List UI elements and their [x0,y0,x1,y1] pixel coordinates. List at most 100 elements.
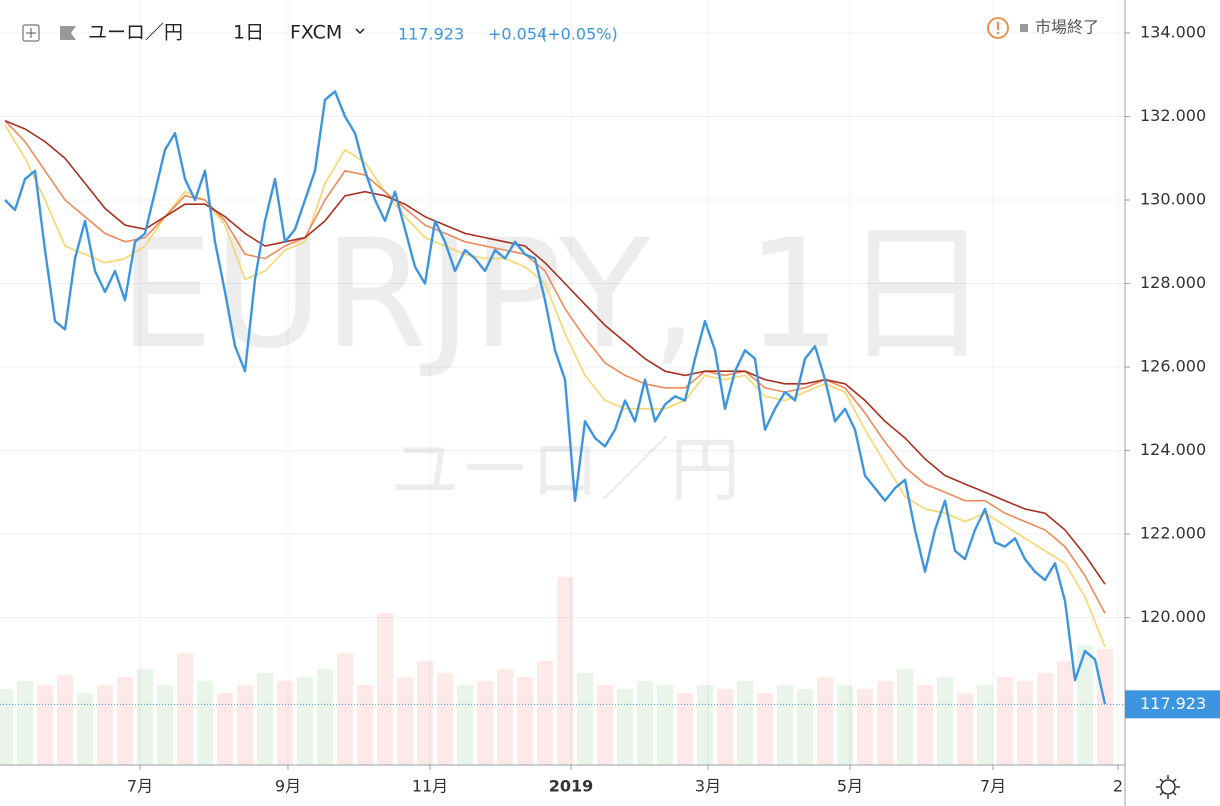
volume-bar [257,673,273,765]
volume-bar [697,685,713,765]
expand-icon[interactable] [22,24,40,42]
last-price-label: 117.923 [1140,694,1206,713]
x-tick-label: 5月 [837,777,863,796]
volume-bar [37,685,53,765]
volume-bar [837,685,853,765]
price-line [4,90,1107,705]
status-dot [1020,24,1028,32]
volume-bar [1097,649,1113,765]
x-tick-label: 9月 [275,777,301,796]
x-tick-label: 3月 [695,777,721,796]
volume-bar [737,681,753,765]
volume-bar [657,685,673,765]
symbol[interactable]: ユーロ／円 [88,22,183,44]
volume-bar [557,577,573,765]
volume-bar [17,681,33,765]
y-tick-label: 124.000 [1140,440,1206,459]
volume-bar [1017,681,1033,765]
volume-bar [137,669,153,765]
volume-bar [277,681,293,765]
settings-icon-rays [1156,775,1180,799]
volume-bar [1057,661,1073,765]
x-tick-label: 11月 [412,777,448,796]
interval[interactable]: 1日 [233,22,264,44]
y-tick-label: 126.000 [1140,357,1206,376]
volume-bar [417,661,433,765]
volume-bar [617,689,633,765]
volume-bar [1077,645,1093,765]
volume-bar [477,681,493,765]
watermark: EURJPY, 1日 [119,208,992,382]
volume-bar [897,669,913,765]
y-tick-label: 128.000 [1140,273,1206,292]
volume-bar [337,653,353,765]
x-tick-label: 7月 [980,777,1006,796]
grid [0,0,1125,765]
volume-bar [817,677,833,765]
watermark-symbol: ユーロ／円 [390,429,740,511]
volume-bar [917,685,933,765]
last-price-tag [1125,690,1220,719]
volume-bar [317,669,333,765]
expand-icon-glyph [26,28,36,38]
volume-bar [997,677,1013,765]
volume-bar [0,689,13,765]
x-tick-label: 7月 [127,777,153,796]
flag-icon [60,26,76,40]
change: +0.054 [488,25,547,44]
y-tick-label: 120.000 [1140,607,1206,626]
x-tick-label: 2 [1113,777,1123,796]
volume-bar [537,661,553,765]
volume-bar [297,677,313,765]
volume-bar [957,693,973,765]
volume-bar [637,681,653,765]
volume-bar [397,677,413,765]
volume-bar [217,693,233,765]
volume-bar [717,689,733,765]
volume-bar [937,677,953,765]
y-tick-label: 130.000 [1140,190,1206,209]
change-pct: (+0.05%) [541,25,618,44]
volume-bar [197,681,213,765]
volume-bar [117,677,133,765]
volume-bar [177,653,193,765]
volume-bar [77,693,93,765]
y-tick-label: 132.000 [1140,106,1206,125]
x-tick-label: 2019 [549,777,594,796]
y-tick-label: 134.000 [1140,22,1206,41]
moving-average [4,120,1106,614]
plot [0,90,1125,705]
volume-bar [977,685,993,765]
last-price: 117.923 [398,25,464,44]
volume-bar [237,685,253,765]
volume-bar [677,693,693,765]
volume-bar [857,689,873,765]
volume-bar [377,613,393,765]
volume-bar [1037,673,1053,765]
market-status: 市場終了 [1035,18,1099,37]
volume-bar [517,677,533,765]
volume-bar [57,675,73,765]
warning-icon[interactable] [987,17,1009,39]
volume-bar [777,685,793,765]
volume-bar [437,673,453,765]
volume-bar [97,685,113,765]
moving-average [4,124,1106,648]
y-tick-label: 122.000 [1140,524,1206,543]
volume-bar [157,685,173,765]
volume-bar [757,693,773,765]
settings-icon[interactable] [1160,779,1176,795]
volume-bar [797,689,813,765]
source-chevron[interactable] [355,28,365,35]
volume-bar [457,685,473,765]
source[interactable]: FXCM [290,22,342,44]
volume-bar [877,681,893,765]
moving-average [4,119,1106,585]
volume-bar [497,669,513,765]
volume-bar [357,685,373,765]
volume-bar [597,685,613,765]
volume-bar [577,673,593,765]
volume [0,577,1113,765]
